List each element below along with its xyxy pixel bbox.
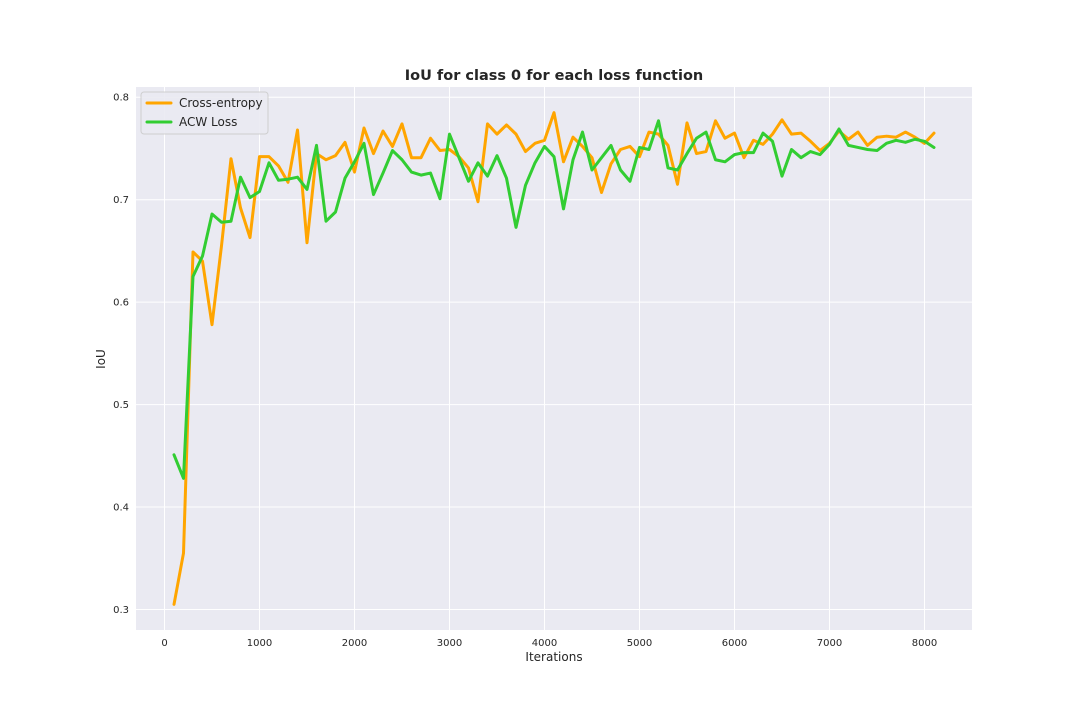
chart-title: IoU for class 0 for each loss function — [405, 68, 703, 84]
y-tick-label: 0.8 — [113, 93, 129, 104]
y-axis-label: IoU — [94, 349, 108, 369]
y-tick-label: 0.5 — [113, 400, 129, 411]
x-tick-label: 7000 — [817, 638, 842, 649]
x-axis-label: Iterations — [525, 650, 582, 664]
legend-box — [140, 91, 269, 135]
x-tick-label: 8000 — [912, 638, 937, 649]
y-tick-label: 0.4 — [113, 503, 129, 514]
x-tick-label: 3000 — [437, 638, 462, 649]
x-gridlines — [164, 87, 925, 630]
y-tick-label: 0.3 — [113, 605, 129, 616]
x-tick-label: 0 — [161, 638, 167, 649]
x-tick-label: 4000 — [532, 638, 557, 649]
series-line-cross-entropy — [172, 111, 936, 606]
plot-background — [136, 87, 972, 630]
y-gridlines — [136, 96, 972, 611]
y-tick-label: 0.6 — [113, 298, 129, 309]
legend-label-cross-entropy: Cross-entropy — [179, 96, 263, 110]
y-tick-label: 0.7 — [113, 195, 129, 206]
x-tick-label: 1000 — [247, 638, 272, 649]
x-tick-label: 6000 — [722, 638, 747, 649]
series-line-acw-loss — [172, 119, 936, 480]
y-tick-labels: 0.3 0.4 0.5 0.6 0.7 0.8 — [113, 93, 129, 616]
x-tick-labels: 0 1000 2000 3000 4000 5000 6000 7000 8000 — [161, 638, 937, 649]
legend: Cross-entropy ACW Loss — [140, 91, 269, 135]
legend-label-acw-loss: ACW Loss — [179, 115, 237, 129]
x-tick-label: 5000 — [627, 638, 652, 649]
series-lines — [172, 111, 936, 606]
x-tick-label: 2000 — [342, 638, 367, 649]
